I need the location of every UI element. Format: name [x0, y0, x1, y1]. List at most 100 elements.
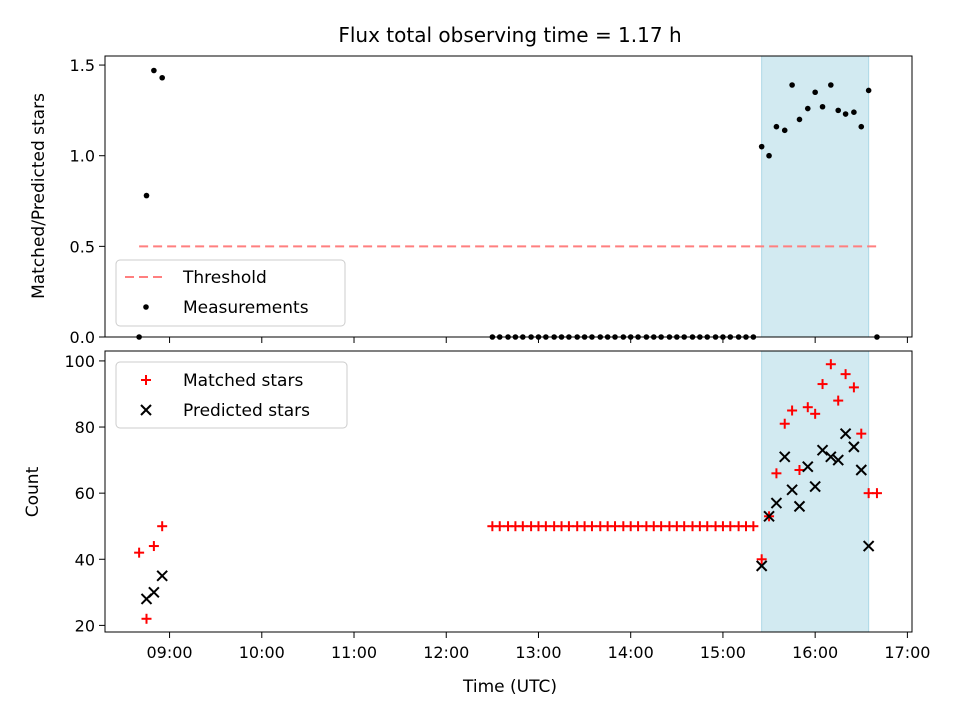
- matched-star-point: [833, 395, 844, 406]
- chart-title: Flux total observing time = 1.17 h: [338, 23, 681, 47]
- cross-b: [140, 404, 152, 416]
- cross-b: [862, 540, 875, 552]
- measurement-point: [796, 116, 803, 123]
- cross-b: [855, 464, 867, 476]
- y-tick-label: 0.0: [70, 328, 95, 347]
- cross-b: [755, 560, 768, 572]
- matched-star-point: [141, 613, 152, 624]
- predicted-star-point: [848, 441, 860, 453]
- bottom-y-axis-label: Count: [23, 466, 43, 517]
- predicted-star-point: [839, 427, 852, 440]
- legend-matched-swatch: [141, 375, 151, 385]
- predicted-star-point: [156, 570, 168, 582]
- y-tick-label: 20: [75, 616, 95, 635]
- measurement-point: [865, 87, 872, 94]
- x-tick-label: 13:00: [515, 643, 561, 662]
- x-tick-label: 10:00: [239, 643, 285, 662]
- predicted-star-point: [770, 497, 783, 509]
- cross-b: [770, 497, 783, 509]
- measurement-point: [812, 89, 818, 96]
- measurement-point: [842, 111, 849, 117]
- y-tick-label: 60: [75, 484, 95, 503]
- cross-b: [802, 460, 814, 473]
- predicted-star-point: [148, 586, 160, 599]
- top-legend: Threshold Measurements: [115, 259, 346, 327]
- cross-b: [779, 451, 791, 463]
- predicted-star-point: [779, 451, 791, 463]
- legend-measurements-swatch: [143, 304, 149, 310]
- predicted-star-point: [802, 460, 814, 473]
- measurement-point: [819, 103, 826, 110]
- cross-b: [848, 441, 860, 453]
- predicted-star-point: [755, 560, 768, 572]
- measurement-point: [789, 82, 795, 88]
- predicted-star-point: [809, 480, 821, 493]
- matched-star-point: [134, 547, 145, 558]
- top-panel: 0.0 0.5 1.0 1.5 Threshold Measurements: [70, 55, 913, 347]
- y-tick-label: 0.5: [70, 237, 95, 256]
- x-tick-label: 16:00: [792, 643, 838, 662]
- legend-box: [115, 259, 346, 327]
- x-tick-label: 17:00: [884, 643, 930, 662]
- predicted-star-point: [816, 444, 829, 456]
- matched-star-point: [848, 382, 859, 393]
- bottom-legend: Matched stars Predicted stars: [115, 361, 348, 429]
- matched-star-point: [802, 402, 813, 413]
- measurement-point: [858, 123, 865, 130]
- matched-star-point: [748, 521, 759, 532]
- cross-b: [809, 480, 821, 493]
- cross-b: [816, 444, 829, 456]
- legend-predicted-label: Predicted stars: [183, 401, 310, 421]
- x-tick-label: 12:00: [423, 643, 469, 662]
- cross-b: [839, 427, 852, 440]
- y-tick-label: 100: [64, 352, 95, 371]
- y-tick-label: 40: [75, 550, 95, 569]
- bottom-plot-frame: [104, 350, 913, 633]
- predicted-star-point: [793, 500, 806, 513]
- legend-threshold-label: Threshold: [182, 268, 267, 288]
- measurement-point: [835, 107, 842, 114]
- matched-star-point: [771, 468, 782, 479]
- matched-star-point: [157, 521, 168, 532]
- predicted-star-point: [855, 464, 867, 476]
- observing-window-band: [761, 55, 870, 338]
- legend-matched-label: Matched stars: [183, 371, 303, 391]
- matched-star-point: [871, 488, 882, 499]
- legend-measurements-label: Measurements: [183, 298, 309, 318]
- y-tick-label: 1.5: [70, 56, 95, 75]
- matched-star-point: [840, 369, 851, 380]
- cross-b: [763, 510, 775, 523]
- observing-window-band: [761, 350, 870, 633]
- predicted-star-point: [832, 454, 844, 466]
- matched-star-point: [787, 405, 798, 416]
- predicted-star-point: [763, 510, 775, 523]
- predicted-star-point: [862, 540, 875, 552]
- measurement-point: [151, 67, 157, 74]
- x-tick-label: 14:00: [608, 643, 654, 662]
- cross-b: [825, 451, 837, 463]
- cross-b: [786, 484, 798, 496]
- measurement-point: [851, 109, 857, 115]
- matched-star-point: [810, 408, 821, 419]
- y-tick-label: 80: [75, 418, 95, 437]
- matched-star-point: [779, 418, 790, 429]
- matched-star-point: [856, 428, 867, 439]
- bottom-panel: 20 40 60 80 100 09:00 10:00 11:00 12:00 13:00 14:0…: [64, 350, 930, 662]
- matched-star-point: [817, 379, 828, 390]
- x-axis-label: Time (UTC): [462, 677, 557, 697]
- predicted-star-point: [825, 451, 837, 463]
- top-y-axis-label: Matched/Predicted stars: [29, 93, 49, 299]
- y-tick-label: 1.0: [70, 147, 95, 166]
- measurement-point: [804, 105, 811, 112]
- top-plot-frame: [104, 55, 913, 338]
- measurement-point: [828, 82, 834, 88]
- legend-box: [115, 361, 348, 429]
- measurement-point: [143, 192, 150, 199]
- measurement-point: [781, 127, 788, 134]
- cross-b: [156, 570, 168, 582]
- legend-predicted-swatch: [140, 404, 152, 416]
- matched-star-point: [794, 465, 805, 476]
- cross-b: [832, 454, 844, 466]
- measurement-point: [773, 123, 780, 130]
- matched-star-point: [756, 554, 767, 565]
